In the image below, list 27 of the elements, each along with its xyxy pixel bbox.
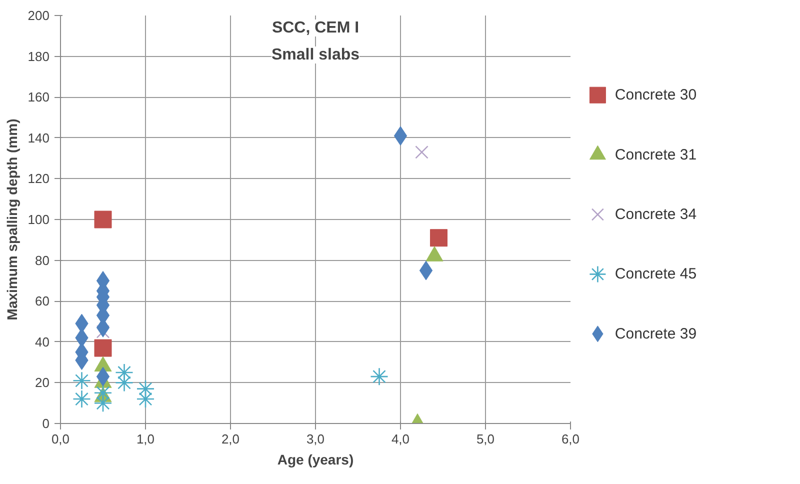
legend-label: Concrete 34 (614, 206, 697, 223)
y-tick-label: 160 (28, 90, 50, 105)
y-tick-label: 100 (28, 212, 50, 227)
x-tick-label: 2,0 (221, 432, 240, 446)
x-tick-label: 4,0 (391, 432, 410, 446)
y-tick-label: 0 (42, 416, 50, 431)
x-tick-label: 5,0 (476, 432, 495, 446)
legend-label: Concrete 45 (614, 266, 697, 283)
legend-label: Concrete 30 (614, 86, 697, 104)
x-tick-label: 0,0 (51, 432, 70, 446)
y-axis-title: Maximum spalling depth (mm) (4, 118, 20, 320)
chart-title: SCC, CEM I (272, 20, 360, 36)
legend-label: Concrete 39 (614, 325, 697, 342)
y-tick-label: 200 (28, 8, 50, 23)
x-tick-label: 3,0 (306, 432, 325, 446)
y-tick-label: 80 (35, 252, 50, 268)
y-tick-label: 120 (28, 171, 50, 186)
y-tick-label: 40 (35, 334, 50, 350)
x-tick-label: 6,0 (561, 432, 580, 446)
x-axis-title: Age (years) (277, 452, 354, 468)
legend-label: Concrete 31 (614, 146, 697, 164)
y-tick-label: 60 (35, 294, 50, 309)
x-tick-label: 1,0 (136, 432, 155, 446)
text: Small slabs (271, 46, 360, 64)
y-tick-label: 180 (28, 48, 50, 64)
y-tick-label: 20 (35, 375, 50, 390)
y-tick-label: 140 (28, 130, 50, 146)
